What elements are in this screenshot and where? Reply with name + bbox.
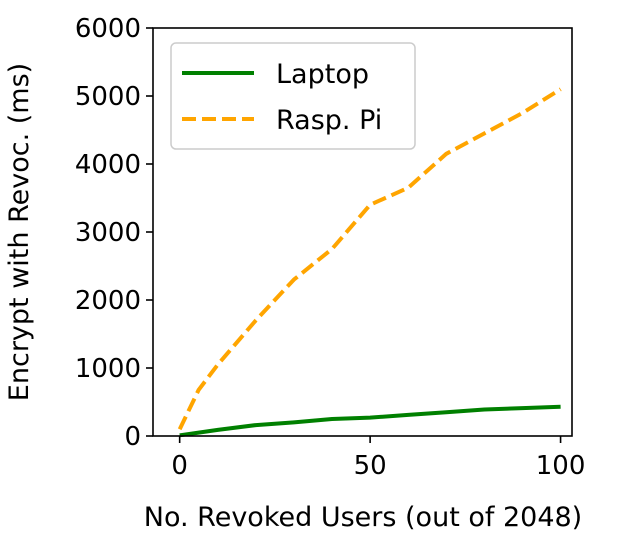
legend-label-0: Laptop bbox=[276, 59, 369, 90]
y-tick-label-4: 4000 bbox=[75, 150, 141, 180]
x-tick-label-2: 100 bbox=[536, 451, 586, 481]
y-tick-label-6: 6000 bbox=[75, 14, 141, 44]
series-line-0 bbox=[179, 404, 561, 438]
x-tick-label-1: 50 bbox=[354, 451, 387, 481]
y-tick-label-2: 2000 bbox=[75, 286, 141, 316]
plot-area bbox=[177, 87, 562, 438]
x-tick-label-0: 0 bbox=[171, 451, 188, 481]
y-tick-label-3: 3000 bbox=[75, 218, 141, 248]
series-line-1 bbox=[177, 87, 562, 431]
y-tick-label-0: 0 bbox=[124, 422, 141, 452]
y-tick-label-1: 1000 bbox=[75, 354, 141, 384]
legend: Laptop Rasp. Pi bbox=[170, 42, 416, 150]
y-axis-label: Encrypt with Revoc. (ms) bbox=[4, 63, 35, 401]
x-axis-label: No. Revoked Users (out of 2048) bbox=[144, 502, 582, 533]
y-tick-label-5: 5000 bbox=[75, 82, 141, 112]
legend-box bbox=[170, 42, 416, 150]
legend-label-1: Rasp. Pi bbox=[276, 105, 382, 136]
